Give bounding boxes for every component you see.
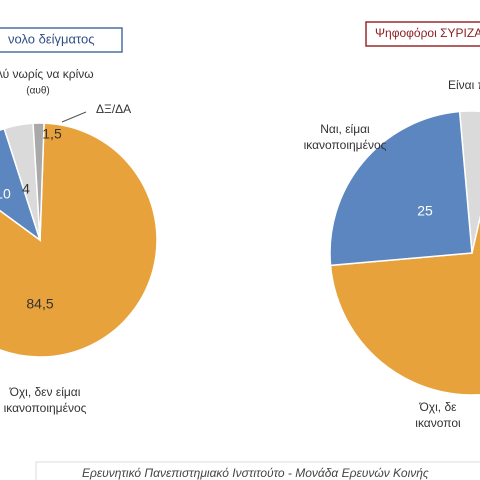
value-label: 4 bbox=[22, 181, 30, 197]
category-label: ικανοποι bbox=[415, 416, 461, 430]
value-label: 1,5 bbox=[42, 126, 62, 142]
category-label: Ναι, είμαι bbox=[320, 122, 370, 136]
pie-slice bbox=[0, 127, 42, 242]
category-label: (αυθ) bbox=[26, 86, 49, 97]
pie-slice bbox=[32, 122, 45, 241]
category-label: πολύ νωρίς να κρίνω bbox=[0, 67, 94, 81]
category-label: ικανοποιημένος bbox=[4, 401, 87, 415]
pie-slice bbox=[0, 122, 158, 358]
value-label: 10 bbox=[0, 186, 11, 202]
category-label: Όχι, δεν είμαι bbox=[9, 385, 81, 399]
category-label: ικανοποιημένος bbox=[304, 138, 387, 152]
leader-line bbox=[61, 111, 87, 123]
chart-title: νολο δείγματος bbox=[8, 31, 95, 46]
category-label: ΔΞ/ΔΑ bbox=[96, 102, 131, 116]
category-label: Όχι, δε bbox=[419, 400, 458, 414]
footer-box bbox=[35, 461, 480, 480]
chart-title: Ψηφοφόροι ΣΥΡΙΖΑ bbox=[375, 26, 480, 40]
title-box bbox=[365, 21, 480, 47]
footer: Ερευνητικό Πανεπιστημιακό Ινστιτούτο - Μ… bbox=[82, 466, 429, 480]
category-label: Είναι π bbox=[448, 78, 480, 92]
value-label: 84,5 bbox=[26, 296, 53, 312]
title-box bbox=[0, 27, 123, 53]
pie-slice bbox=[329, 110, 473, 267]
value-label: 25 bbox=[417, 203, 433, 219]
